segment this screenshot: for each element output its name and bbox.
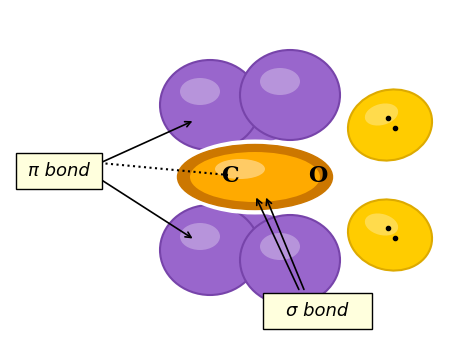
Text: σ bond: σ bond (286, 302, 348, 320)
Text: O: O (308, 165, 328, 187)
Ellipse shape (180, 223, 220, 250)
Text: C: C (221, 165, 239, 187)
Ellipse shape (348, 200, 432, 271)
Ellipse shape (160, 60, 260, 150)
Ellipse shape (190, 213, 310, 283)
Ellipse shape (348, 89, 432, 160)
FancyBboxPatch shape (16, 153, 102, 189)
Ellipse shape (190, 152, 320, 202)
FancyBboxPatch shape (263, 293, 372, 329)
Ellipse shape (365, 103, 398, 126)
Text: π bond: π bond (28, 162, 90, 180)
Ellipse shape (175, 140, 335, 214)
Ellipse shape (365, 213, 398, 236)
Ellipse shape (240, 50, 340, 140)
Ellipse shape (160, 205, 260, 295)
Ellipse shape (260, 233, 300, 260)
Ellipse shape (215, 159, 265, 179)
Ellipse shape (177, 144, 332, 209)
Ellipse shape (190, 73, 310, 143)
Ellipse shape (180, 78, 220, 105)
Ellipse shape (260, 68, 300, 95)
Ellipse shape (240, 215, 340, 305)
